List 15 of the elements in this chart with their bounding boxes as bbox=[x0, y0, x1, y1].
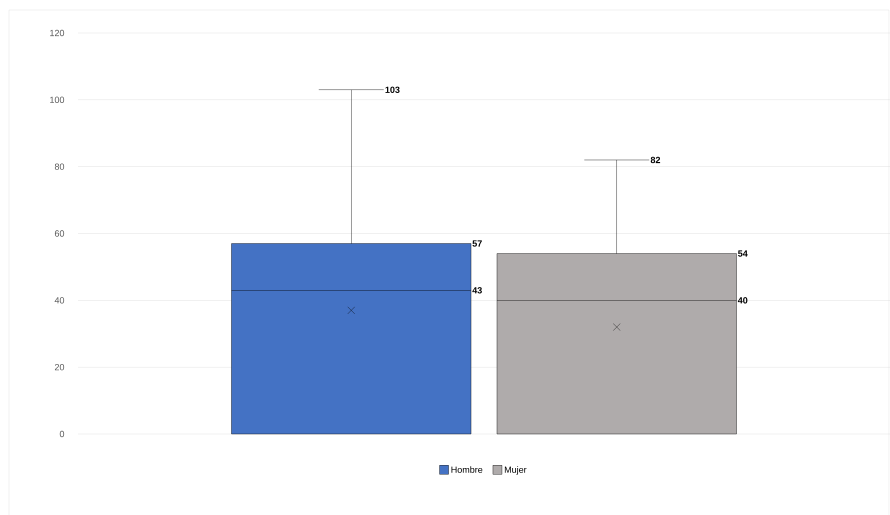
annotation: 54 bbox=[738, 250, 748, 257]
annotation: 57 bbox=[472, 240, 482, 247]
legend-label: Hombre bbox=[451, 466, 482, 473]
y-tick-label: 0 bbox=[60, 430, 64, 438]
legend-label: Mujer bbox=[504, 466, 527, 475]
y-tick-label: 120 bbox=[50, 30, 64, 36]
annotation: 43 bbox=[472, 287, 482, 294]
y-tick-label: 80 bbox=[54, 163, 64, 170]
y-tick-label: 100 bbox=[50, 96, 64, 104]
y-tick-label: 40 bbox=[54, 297, 64, 304]
annotation: 40 bbox=[738, 297, 748, 304]
annotation: 82 bbox=[650, 156, 660, 164]
annotation: 103 bbox=[385, 86, 400, 93]
y-tick-label: 20 bbox=[54, 364, 64, 370]
y-tick-label: 60 bbox=[54, 230, 64, 237]
